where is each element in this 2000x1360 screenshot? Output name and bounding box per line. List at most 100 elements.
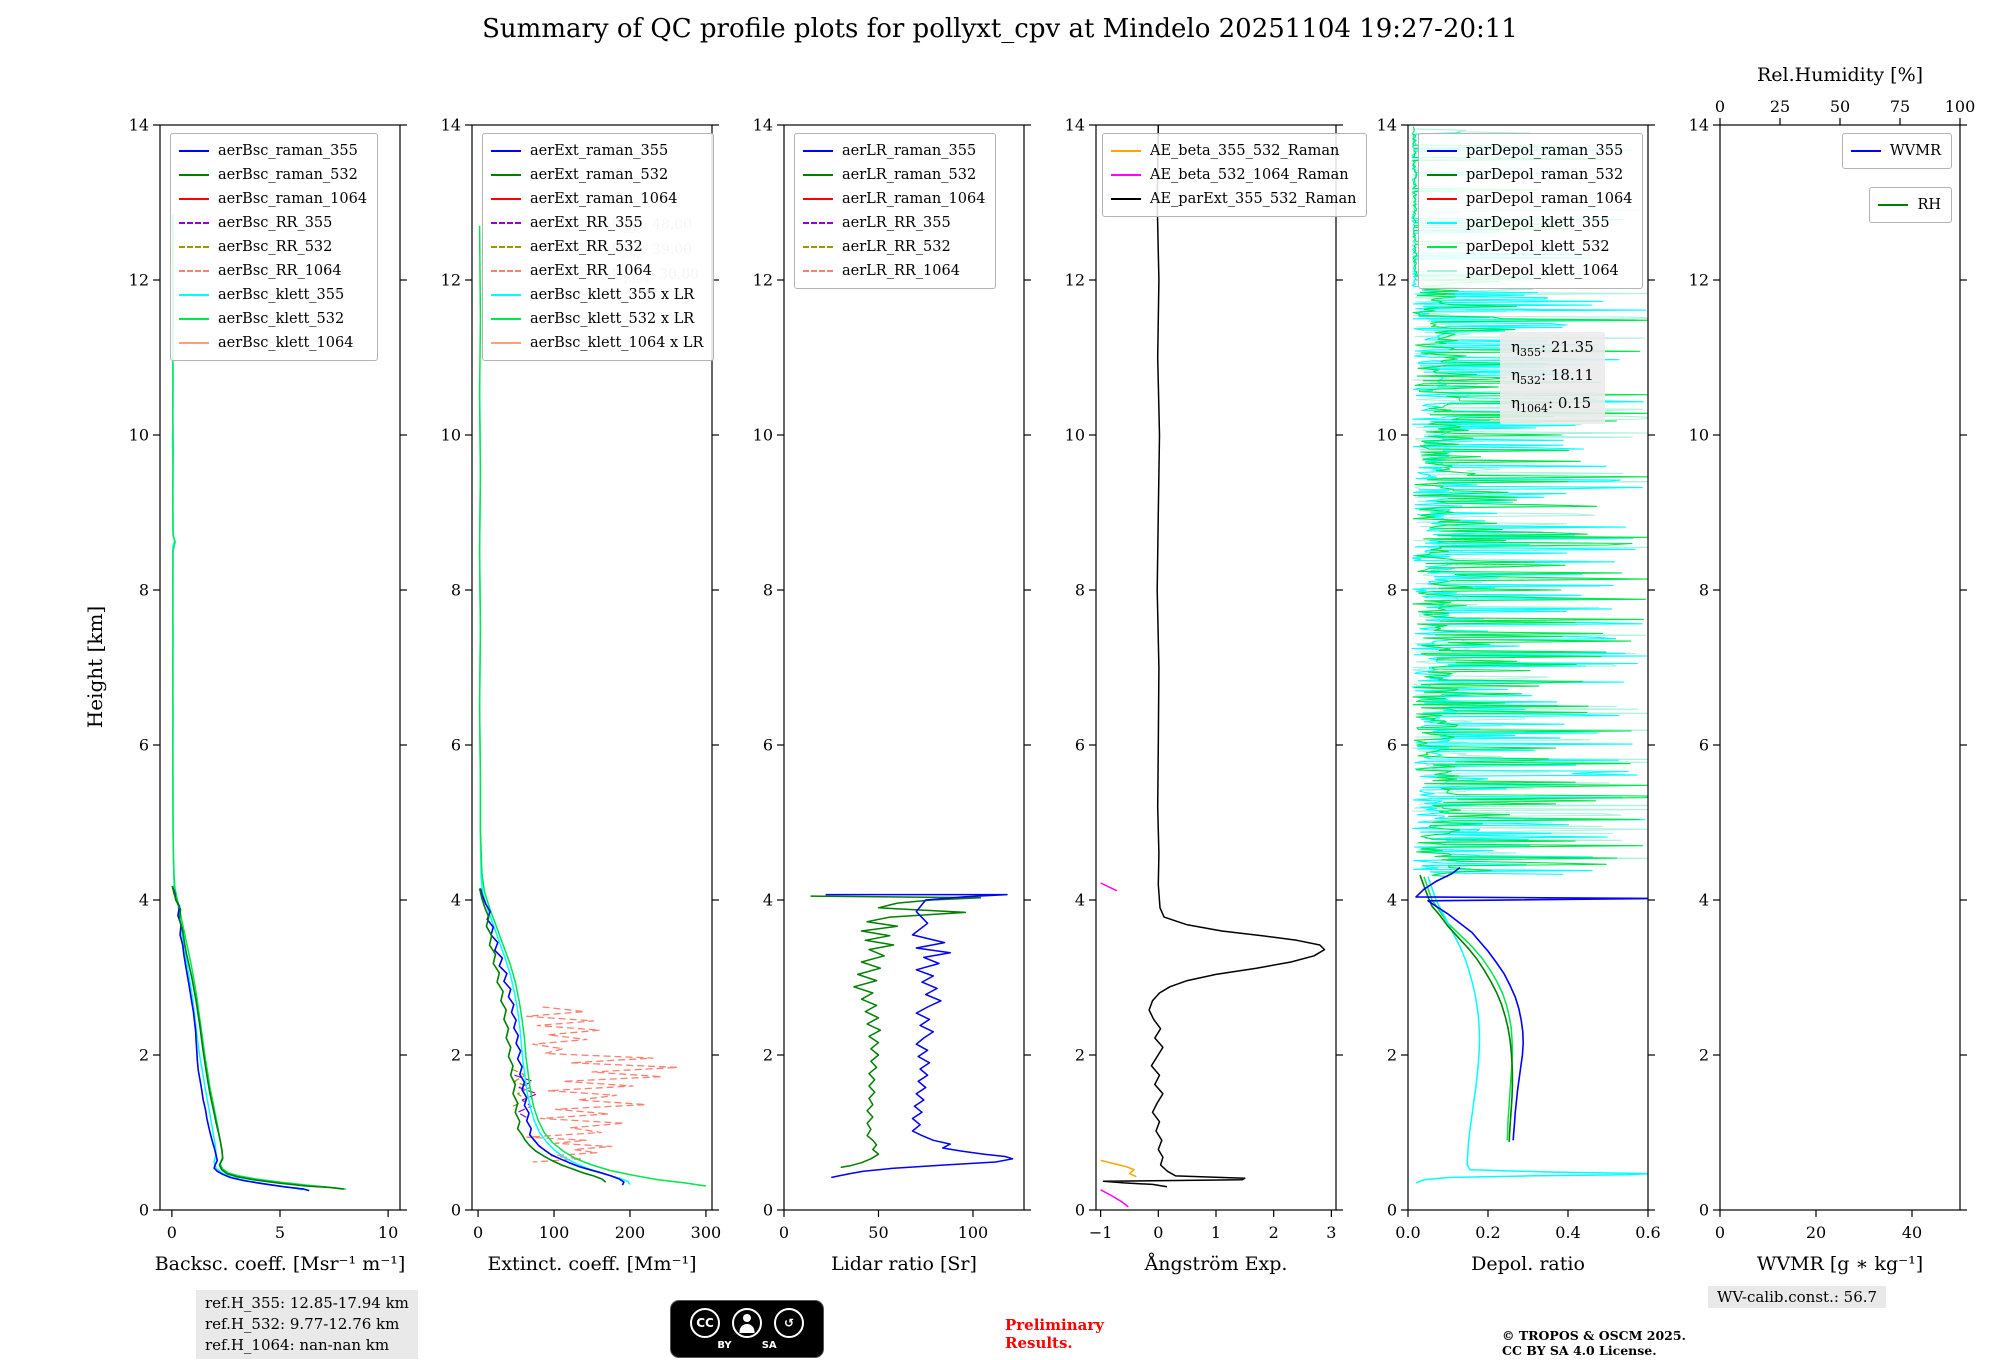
y-tick-label: 14 (129, 116, 149, 135)
y-tick-label: 6 (1699, 736, 1709, 755)
x-tick-label: −1 (1089, 1223, 1113, 1242)
y-tick-label: 2 (1075, 1046, 1085, 1065)
top-tick-label: 100 (1945, 97, 1976, 116)
panel-frame-wvmr (1719, 124, 1961, 1211)
series-parDepol_klett_532 (1423, 876, 1514, 1141)
x-tick-label: 100 (539, 1223, 570, 1242)
figure-title: Summary of QC profile plots for pollyxt_… (482, 14, 1518, 44)
series-aerBsc_raman_355 (171, 885, 310, 1192)
cc-icons-row: CC ↺ (690, 1307, 804, 1338)
series-AE_beta_532_1064_Raman (1100, 882, 1129, 1208)
panel-extinction: 0 2 4 6 8 10 12 14 0 100 200 300 Extinct. coeff. [Mm… (441, 116, 722, 1276)
x-tick-label: 3 (1326, 1223, 1336, 1242)
copyright-line-2: CC BY SA 4.0 License. (1502, 1343, 1657, 1358)
series-parDepol_raman_355 (1415, 866, 1648, 1141)
x-axis-label-wvmr: WVMR [g ∗ kg⁻¹] (1757, 1253, 1923, 1275)
y-tick-label: 4 (1075, 891, 1085, 910)
x-tick-label: 5 (275, 1223, 285, 1242)
y-tick-label: 4 (139, 891, 149, 910)
x-axis-label-angstrom: Ångström Exp. (1144, 1253, 1288, 1275)
x-axis-label-depol: Depol. ratio (1471, 1253, 1585, 1275)
reference-heights-box: ref.H_355: 12.85-17.94 km ref.H_532: 9.7… (196, 1290, 418, 1359)
y-tick-label: 6 (763, 736, 773, 755)
ref-height-1064: ref.H_1064: nan-nan km (205, 1336, 390, 1354)
x-tick-label: 0.6 (1635, 1223, 1660, 1242)
y-tick-label: 12 (1377, 271, 1397, 290)
y-tick-label: 2 (451, 1046, 461, 1065)
x-axis-label-extinction: Extinct. coeff. [Mm⁻¹] (487, 1253, 696, 1275)
share-alike-arrow-icon: ↺ (774, 1307, 804, 1338)
y-tick-label: 6 (1387, 736, 1397, 755)
copyright-line-1: © TROPOS & OSCM 2025. (1502, 1328, 1686, 1343)
top-tick-label: 0 (1715, 97, 1725, 116)
y-tick-label: 2 (1699, 1046, 1709, 1065)
panel-lidar-ratio: 0 2 4 6 8 10 12 14 0 50 100 Lidar ratio [Sr] (753, 116, 1031, 1275)
y-tick-label: 6 (1075, 736, 1085, 755)
y-tick-label: 8 (139, 581, 149, 600)
top-axis-label-wvmr: Rel.Humidity [%] (1757, 64, 1923, 86)
y-tick-label: 0 (1075, 1201, 1085, 1220)
y-tick-label: 8 (1699, 581, 1709, 600)
series-parDepol_klett_532_noise (1412, 126, 1648, 878)
series-aerBsc_klett_532 (172, 214, 346, 1190)
y-tick-label: 0 (139, 1201, 149, 1220)
y-tick-label: 10 (441, 426, 461, 445)
series-aerBsc_raman_532 (171, 885, 344, 1190)
x-axis-label-backscatter: Backsc. coeff. [Msr⁻¹ m⁻¹] (155, 1253, 406, 1275)
panel-depol: 0 2 4 6 8 10 12 14 0.0 0.2 0.4 0.6 Depol. ratio (1377, 116, 1661, 1276)
x-tick-label: 2 (1269, 1223, 1279, 1242)
y-tick-label: 12 (129, 271, 149, 290)
panel-frame-depol (1407, 124, 1649, 1211)
x-tick-label: 0.2 (1475, 1223, 1500, 1242)
y-tick-label: 0 (763, 1201, 773, 1220)
x-tick-label: 100 (958, 1223, 989, 1242)
series-aerExt_raman_355 (479, 888, 625, 1186)
wv-calib-constant: WV-calib.const.: 56.7 (1708, 1286, 1887, 1308)
panel-frame-extinction (471, 124, 713, 1211)
x-tick-label: 0 (779, 1223, 789, 1242)
y-tick-label: 4 (763, 891, 773, 910)
creative-commons-icon: CC (690, 1307, 720, 1338)
y-tick-label: 2 (763, 1046, 773, 1065)
y-tick-label: 0 (1699, 1201, 1709, 1220)
y-tick-label: 6 (139, 736, 149, 755)
x-tick-label: 0 (473, 1223, 483, 1242)
preliminary-line-2: Results. (1005, 1334, 1073, 1352)
x-tick-label: 40 (1902, 1223, 1922, 1242)
y-tick-label: 12 (1689, 271, 1709, 290)
y-tick-label: 10 (1065, 426, 1085, 445)
y-tick-label: 10 (1377, 426, 1397, 445)
series-aerExt_RR_355 (514, 1074, 538, 1120)
series-parDepol_klett_355 (1415, 876, 1648, 1184)
y-tick-label: 2 (1387, 1046, 1397, 1065)
y-tick-label: 8 (1075, 581, 1085, 600)
y-tick-label: 0 (451, 1201, 461, 1220)
x-tick-label: 10 (378, 1223, 398, 1242)
x-tick-label: 0 (1153, 1223, 1163, 1242)
y-tick-label: 12 (441, 271, 461, 290)
series-parDepol_klett_355_noise (1411, 132, 1647, 875)
y-tick-label: 8 (763, 581, 773, 600)
y-tick-label: 8 (451, 581, 461, 600)
y-tick-label: 14 (1689, 116, 1709, 135)
cc-labels-row: BY SA (717, 1340, 776, 1351)
y-tick-label: 0 (1387, 1201, 1397, 1220)
series-aerBsc_klett_532_x_LR (478, 225, 707, 1187)
y-tick-label: 6 (451, 736, 461, 755)
series-aerLR_raman_532 (810, 895, 982, 1169)
cc-sa-label: SA (761, 1339, 777, 1351)
x-tick-label: 300 (691, 1223, 722, 1242)
x-tick-label: 0 (1715, 1223, 1725, 1242)
series-parDepol_raman_532 (1419, 874, 1514, 1142)
x-tick-label: 50 (868, 1223, 888, 1242)
x-tick-label: 0.0 (1395, 1223, 1420, 1242)
y-tick-label: 4 (451, 891, 461, 910)
y-tick-label: 4 (1387, 891, 1397, 910)
x-tick-label: 1 (1211, 1223, 1221, 1242)
panel-frame-angstrom (1095, 124, 1337, 1211)
ref-height-532: ref.H_532: 9.77-12.76 km (205, 1315, 400, 1333)
panel-backscatter: 0 2 4 6 8 10 12 14 0 5 10 Backsc. coeff. [Msr⁻¹ m⁻¹… (129, 116, 407, 1275)
